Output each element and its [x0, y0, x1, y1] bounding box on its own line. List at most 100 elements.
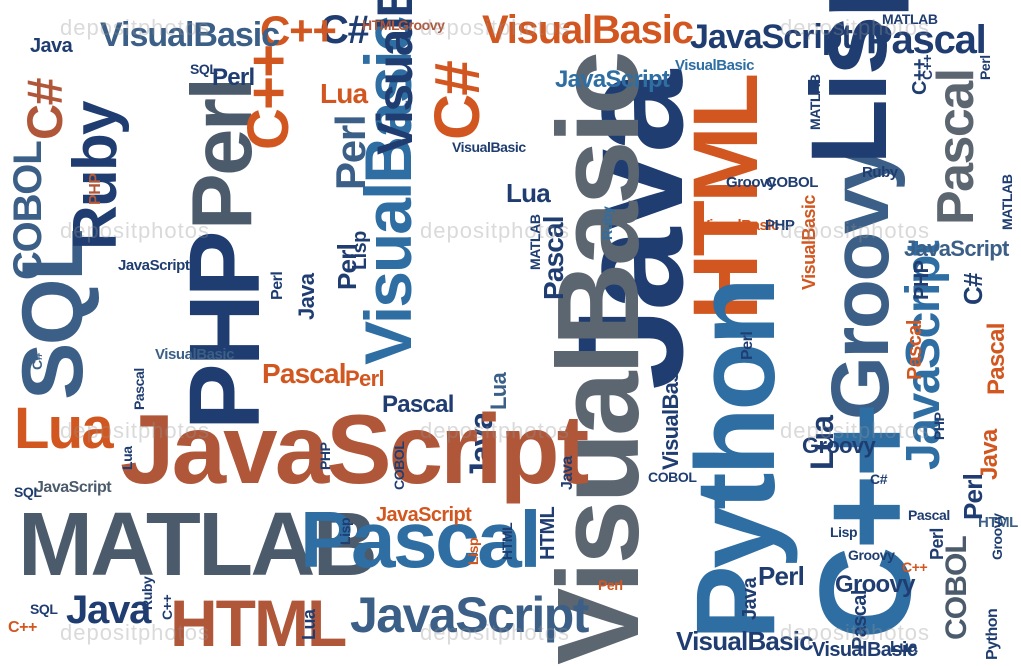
- word-html-vert-blue: HTML: [537, 506, 559, 560]
- word-lua-vert-small: Lua: [486, 372, 511, 410]
- word-groovy-tiny-top: Groovy: [398, 17, 445, 33]
- word-php-vert-tiny-mid: PHP: [317, 442, 333, 470]
- word-perl-vert-mid: Perl: [332, 243, 362, 290]
- word-java-vert-orange: Java: [976, 429, 1003, 480]
- word-groovy-vert-tiny: Groovy: [989, 513, 1005, 561]
- word-pascal-tiny-right: Pascal: [908, 507, 950, 523]
- watermark: depositphotos: [420, 620, 570, 645]
- word-javascript-large: JavaScript: [120, 394, 589, 504]
- word-cpp-tiny-bottom: C++: [8, 619, 37, 636]
- word-lisp-vert-tiny-mid: Lisp: [337, 517, 353, 545]
- word-visualbasic-large: VisualBasic: [533, 54, 663, 665]
- word-groovy-tiny: Groovy: [726, 174, 776, 191]
- word-visualbasic-vert-small: VisualBasic: [658, 354, 683, 470]
- watermark: depositphotos: [780, 218, 930, 243]
- watermark: depositphotos: [60, 620, 210, 645]
- word-visualbasic-top-orange: VisualBasic: [482, 8, 694, 52]
- word-cobol-tiny: COBOL: [766, 174, 818, 191]
- watermark: depositphotos: [420, 418, 570, 443]
- word-java-vert-small: Java: [739, 577, 761, 620]
- word-javascript-orange-small: JavaScript: [376, 504, 472, 526]
- word-perl-orange: Perl: [345, 366, 385, 391]
- word-ruby-vert-tiny: Ruby: [599, 206, 615, 240]
- word-cpp-top-orange: C++: [260, 7, 337, 54]
- word-csharp-top: C#: [320, 8, 370, 52]
- word-java-vert-tiny: Java: [294, 273, 319, 320]
- word-lisp-tiny-right: Lisp: [830, 524, 858, 540]
- word-cpp-vert-tiny: C++: [159, 594, 175, 620]
- word-matlab-vert-small: MATLAB: [807, 74, 823, 130]
- word-perl-vert-right: Perl: [927, 528, 947, 560]
- watermark: depositphotos: [420, 15, 570, 40]
- word-java-bottom-left: Java: [66, 588, 151, 632]
- word-visualbasic-tiny-right: VisualBasic: [675, 57, 754, 74]
- word-lua-orange: Lua: [14, 396, 114, 461]
- word-sql-tiny-bottom: SQL: [30, 601, 58, 617]
- watermark: depositphotos: [60, 218, 210, 243]
- word-pascal-large: Pascal: [300, 495, 542, 584]
- word-pascal-orange: Pascal: [262, 358, 347, 389]
- word-cobol-vertical: COBOL: [6, 141, 50, 280]
- word-matlab-vert-tiny: MATLAB: [999, 174, 1015, 230]
- word-lua-vert-bottom: Lua: [299, 609, 319, 640]
- word-html-bottom: HTML: [170, 586, 347, 660]
- word-javascript-tiny-left: JavaScript: [35, 479, 112, 496]
- word-lua-tiny-bottom: Lua: [890, 639, 918, 656]
- word-groovy-small: Groovy: [802, 433, 876, 458]
- watermark: depositphotos: [780, 620, 930, 645]
- word-visualbasic-tiny: VisualBasic: [155, 346, 234, 363]
- word-pascal-vert-tiny: Pascal: [131, 368, 147, 410]
- word-php-vert-tiny-left: PHP: [87, 173, 104, 205]
- word-visualbasic-bottom: VisualBasic: [676, 626, 814, 656]
- word-pascal-vert-orange: Pascal: [983, 323, 1010, 395]
- word-perl-vert-tiny-mid: Perl: [739, 331, 756, 360]
- word-groovy-navy: Groovy: [835, 571, 915, 598]
- watermark: depositphotos: [780, 15, 930, 40]
- word-javascript-top: JavaScript: [690, 18, 853, 56]
- word-java-top-left: Java: [30, 35, 73, 57]
- word-cobol-vert-tiny: COBOL: [391, 441, 407, 490]
- word-ruby-vert-tiny-left: Ruby: [139, 576, 155, 610]
- word-perl-vert: Perl: [958, 473, 988, 520]
- word-perl-vert-small: Perl: [269, 271, 286, 300]
- word-csharp-vert-right: C#: [958, 273, 988, 305]
- word-matlab-large: MATLAB: [18, 495, 378, 595]
- word-php-vert-small: PHP: [911, 260, 933, 300]
- watermark: depositphotos: [420, 218, 570, 243]
- watermark: depositphotos: [60, 418, 210, 443]
- word-groovy: Groovy: [815, 147, 906, 420]
- word-html-vert-tiny: HTML: [499, 522, 515, 560]
- word-pascal-top: Pascal: [866, 18, 987, 62]
- word-cpp-vert-top: C++: [919, 54, 935, 80]
- word-ruby-tiny: Ruby: [862, 164, 898, 181]
- word-cpp-tiny-right: C++: [902, 559, 928, 575]
- word-visualbasic-top-left: VisualBasic: [100, 16, 280, 54]
- word-html-tiny-right: HTML: [978, 514, 1018, 531]
- word-java-vert-mid: Java: [559, 456, 576, 490]
- word-php-vert-tiny: PHP: [931, 412, 947, 440]
- watermark: depositphotos: [780, 418, 930, 443]
- word-pascal-navy-small: Pascal: [382, 391, 454, 418]
- word-csharp-tiny-right: C#: [870, 471, 888, 487]
- word-csharp-vert-tiny: C#: [29, 352, 45, 370]
- word-lua-orange-small: Lua: [320, 78, 368, 109]
- word-lisp-vert-tiny: Lisp: [465, 537, 481, 565]
- word-pascal-vertical: Pascal: [927, 69, 985, 225]
- word-matlab-tiny-top: MATLAB: [882, 11, 938, 27]
- word-perl-orange-tiny: Perl: [598, 577, 623, 593]
- word-javascript-right: JavaScript: [904, 236, 1009, 261]
- word-groovy-tiny-right: Groovy: [848, 547, 895, 563]
- word-csharp-rust: C#: [17, 79, 73, 140]
- word-javascript-bottom: JavaScript: [350, 587, 589, 643]
- word-lua-vert-tiny: Lua: [119, 446, 135, 470]
- word-visualbasic-bottom-right: VisualBasic: [812, 639, 918, 661]
- word-perl-vert-tiny: Perl: [977, 55, 993, 80]
- word-sql-tiny-left: SQL: [14, 484, 42, 500]
- word-perl-top: Perl: [212, 64, 255, 91]
- watermark: depositphotos: [60, 15, 210, 40]
- word-visualbasic-tiny-mid: VisualBasic: [452, 139, 526, 155]
- word-cobol-tiny-bottom: COBOL: [648, 469, 697, 485]
- word-visualbasic-orange-tiny: VisualBasic: [700, 217, 779, 234]
- word-perl-steel: Perl: [327, 115, 374, 190]
